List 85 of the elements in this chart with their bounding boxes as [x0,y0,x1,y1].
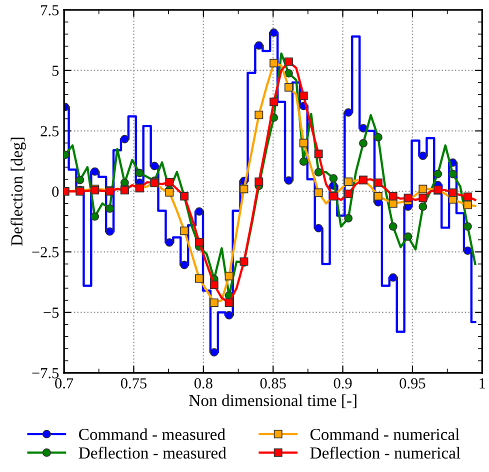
point [388,273,398,282]
x-tick-label: 0.8 [194,378,212,389]
y-tick-label: 0 [52,186,59,197]
point [359,139,368,148]
point [90,212,100,221]
point [404,232,412,241]
point [150,162,159,170]
point [344,190,353,198]
x-axis-title: Non dimensional time [-] [189,394,356,408]
point [463,192,472,201]
point [254,41,264,50]
point [448,188,457,197]
point [224,311,234,320]
y-tick-label: −2.5 [32,247,59,258]
point [388,192,398,200]
point [434,170,442,178]
point [224,298,234,307]
y-tick-label: 5 [52,66,59,76]
point [210,348,218,357]
point [76,176,84,184]
point [418,152,428,160]
point [224,272,234,280]
point [165,188,174,197]
point [448,170,457,178]
point [299,92,308,100]
point [210,280,218,290]
point [254,110,264,120]
x-tick-label: 0.9 [334,378,352,389]
point [463,246,472,255]
point [299,157,308,166]
point [314,224,323,232]
point [195,207,204,216]
x-tick-label: 0.7 [55,378,74,389]
point [299,138,308,148]
y-tick-label: −7.5 [32,368,59,378]
point [284,83,293,92]
point [270,58,278,68]
y-tick-label: 7.5 [41,5,59,16]
x-tick-label: 0.75 [120,378,147,389]
point [314,150,323,158]
point [210,298,218,307]
y-tick-label: 2.5 [40,126,59,136]
point [180,226,189,236]
point [106,204,114,213]
y-tick-label: −5 [44,308,59,318]
legend-label: Command - measured [79,428,226,440]
point [344,177,353,186]
point [329,174,338,183]
point [120,134,129,144]
point [344,108,353,117]
point [374,192,382,200]
point [418,194,428,202]
x-tick-label: 1 [480,378,486,388]
point [90,167,100,176]
x-tick-label: 0.85 [260,378,286,389]
point [314,168,323,177]
point [463,200,472,210]
legend-label: Deflection - measured [78,446,226,459]
point [314,188,323,197]
point [388,222,398,231]
point [270,28,278,37]
point [418,202,428,211]
legend-label: Deflection - numerical [310,446,460,459]
y-axis-title: Deflection [deg] [10,138,26,246]
point [180,260,189,270]
point [254,177,264,186]
point [374,178,382,187]
point [374,132,382,142]
point [106,227,114,236]
point [195,238,204,246]
legend-label: Command - numerical [310,428,460,440]
point [270,98,278,106]
point [284,176,293,185]
x-tick-label: 0.95 [400,378,426,389]
point [418,184,428,194]
point [135,168,144,178]
point [165,178,174,186]
point [165,238,174,247]
point [284,57,293,66]
point [240,184,248,194]
point [344,214,353,222]
point [463,222,472,231]
point [195,274,204,283]
point [404,194,412,202]
point [284,69,293,78]
